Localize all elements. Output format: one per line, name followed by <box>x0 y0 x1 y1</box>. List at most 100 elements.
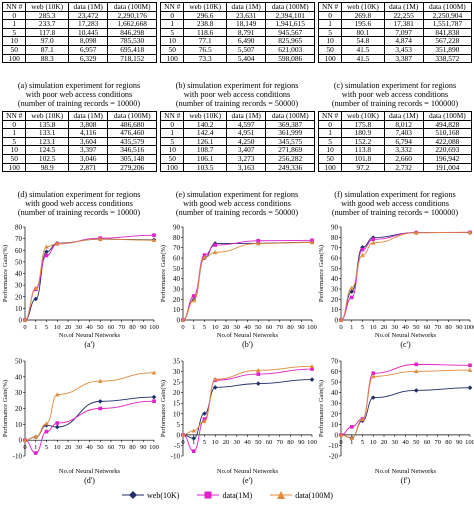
x-tick-label: 70 <box>277 439 284 446</box>
data-point-data100m <box>44 244 49 249</box>
table-row: 50 101.8 2,660 196,942 <box>317 153 473 164</box>
data-point-data1m <box>55 421 60 425</box>
column-header: data (1M) <box>383 2 424 12</box>
series-line-data1m <box>24 234 155 321</box>
data-point-data1m <box>191 294 196 298</box>
data-point-data1m <box>360 247 365 252</box>
data-point-data100m <box>202 419 207 424</box>
data-point-data100m <box>414 369 419 374</box>
x-tick-label: 20 <box>381 439 388 446</box>
data-point-data100m <box>309 240 315 245</box>
x-tick-label: 5 <box>203 439 206 446</box>
x-tick-label: 90 <box>298 324 305 331</box>
column-header: NN # <box>159 2 185 12</box>
y-tick-label: 0 <box>177 431 181 439</box>
x-tick-label: 100 <box>465 439 474 446</box>
table-cell: 41.5 <box>341 53 385 64</box>
table-cell: 18,149 <box>225 19 267 29</box>
caption-line: (f) simulation experiment for regions <box>334 190 456 199</box>
x-tick-label: 10 <box>370 439 377 446</box>
x-tick-label: 1 <box>350 324 353 331</box>
data-point-data100m <box>360 253 365 258</box>
table-cell: 196,942 <box>422 153 473 164</box>
table-cell: 41.5 <box>341 44 385 55</box>
y-tick-label: 40 <box>173 275 181 283</box>
table-cell: 3,453 <box>383 44 424 55</box>
table-cell: 305,148 <box>107 153 157 164</box>
data-point-data1m <box>349 295 354 300</box>
y-tick-label: 20 <box>331 296 339 304</box>
table-cell: 3,387 <box>383 53 424 64</box>
table-cell: 4,116 <box>67 128 109 138</box>
table-cell: 102.5 <box>25 153 69 164</box>
data-point-web <box>151 394 157 400</box>
y-tick-label: 90 <box>331 224 339 232</box>
chart-label: (d') <box>84 476 95 485</box>
y-tick-label: -10 <box>171 453 181 461</box>
table-row: 1 133.1 4,116 476,460 <box>1 128 157 138</box>
x-tick-label: 40 <box>86 444 93 451</box>
x-tick-label: 0 <box>23 324 26 331</box>
y-tick-label: 10 <box>15 421 23 429</box>
data-point-data100m <box>360 417 365 422</box>
y-axis-label: Performance Gain(%) <box>2 245 9 302</box>
table-cell: 238.8 <box>183 19 227 29</box>
y-tick-label: 10 <box>331 306 339 314</box>
x-tick-label: 80 <box>445 324 452 331</box>
data-point-web <box>54 424 60 430</box>
data-point-data100m <box>256 367 261 373</box>
x-tick-label: 70 <box>435 324 442 331</box>
x-tick-label: 20 <box>223 439 230 446</box>
data-point-data1m <box>371 371 376 376</box>
x-tick-label: 90 <box>140 324 147 331</box>
data-point-data100m <box>151 237 157 243</box>
y-tick-label: 60 <box>331 255 339 263</box>
data-point-data100m <box>338 432 344 437</box>
data-point-data100m <box>414 230 419 235</box>
table-cell: 103.5 <box>183 162 227 173</box>
x-tick-label: 30 <box>234 439 241 446</box>
caption-line: with good web access conditions <box>341 199 449 208</box>
table-cell: 106.1 <box>183 153 227 164</box>
table-c: NN # web (10K) data (1M) data (100M) 0 269.8 2… <box>317 2 473 64</box>
y-tick-label: 20 <box>173 389 181 397</box>
legend-item-data1m: data(1M) <box>197 491 252 500</box>
table-cell: 73.3 <box>183 53 227 64</box>
table-cell: 1 <box>317 19 343 29</box>
caption-line: (number of training records = 10000) <box>17 99 141 108</box>
x-tick-label: 30 <box>392 439 399 446</box>
y-axis-label: Performance Gain(%) <box>318 245 325 302</box>
chart-label: (e') <box>242 476 253 485</box>
table-row: 1 142.4 4,951 361,999 <box>159 128 315 138</box>
caption-line: (number of training records = 10000) <box>17 208 141 217</box>
table-cell: 1,941,615 <box>265 19 315 29</box>
x-tick-label: 20 <box>381 324 388 331</box>
x-tick-label: 60 <box>424 324 431 331</box>
table-cell: 1 <box>317 128 343 138</box>
series-line-data1m <box>340 231 471 321</box>
x-tick-label: 70 <box>277 324 284 331</box>
table-cell: 88.3 <box>25 53 69 64</box>
x-tick-label: 10 <box>54 444 61 451</box>
data-point-data100m <box>349 435 354 440</box>
caption-line: with poor web access conditions <box>183 90 291 99</box>
x-tick-label: 100 <box>307 439 317 446</box>
caption-line: (b) simulation experiment for regions <box>175 81 299 90</box>
column-header: data (100M) <box>107 2 157 12</box>
chart-label: (f') <box>401 476 411 485</box>
x-tick-label: 90 <box>140 444 147 451</box>
data-point-data100m <box>180 432 186 437</box>
y-tick-label: 30 <box>173 286 181 294</box>
x-tick-label: 80 <box>129 324 136 331</box>
table-cell: 4,951 <box>225 128 267 138</box>
data-point-data100m <box>309 363 315 369</box>
series-line-web <box>340 387 471 439</box>
table-row: 50 102.5 3,046 305,148 <box>1 153 157 164</box>
x-tick-label: 1 <box>34 444 37 451</box>
x-tick-label: 70 <box>119 444 126 451</box>
y-tick-label: 70 <box>173 244 181 252</box>
table-cell: 87.1 <box>25 44 69 55</box>
y-tick-label: 50 <box>331 265 339 273</box>
x-tick-label: 60 <box>108 324 115 331</box>
table-cell: 195.6 <box>341 19 385 29</box>
